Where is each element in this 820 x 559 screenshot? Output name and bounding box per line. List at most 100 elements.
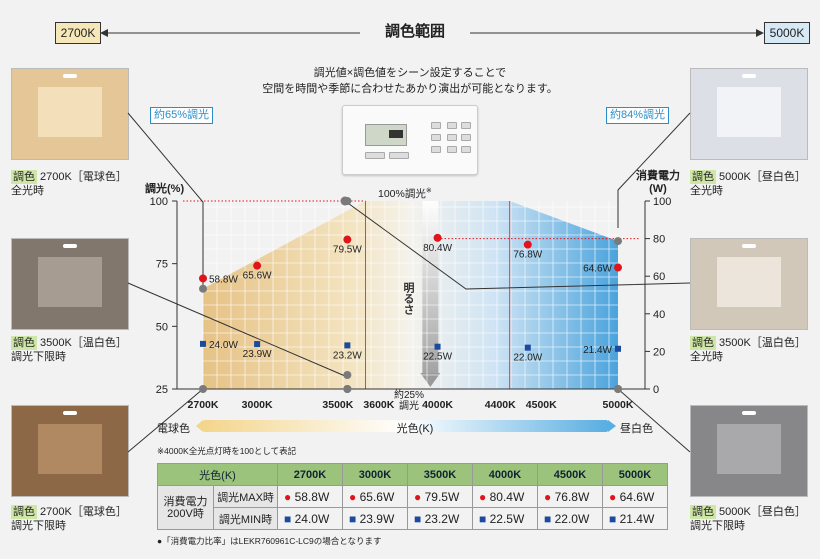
range-right-label: 5000K [764,22,810,44]
power-data-label: 24.0W [209,340,238,351]
power-data-label: 22.0W [513,353,542,364]
table-cell: ■ 24.0W [277,507,343,530]
full-dimming-mark: ※ [425,187,432,195]
power-data-label: 64.6W [583,264,612,275]
footnote-bottom: ●「消費電力比率」はLEKR760961C-LC9の場合となります [157,536,382,546]
room-caption-line2: 調光下限時 [690,520,745,532]
room-5000k-full-caption: 調色 5000K［昼白色］ 全光時 [690,170,806,198]
table-cell: ■ 23.2W [407,507,473,530]
table-cell: ● 64.6W [602,485,668,508]
room-5000k-min-image [690,405,808,497]
x-tick-label: 2700K [188,399,219,411]
min-power-point [254,341,261,348]
leader-2700k-min [127,388,204,453]
min-power-point [524,344,531,351]
state-marker-dot [614,237,622,246]
table-row-label-max: 調光MAX時 [213,485,278,508]
table-cell: ● 80.4W [472,485,538,508]
room-tag: 調色 [690,170,716,184]
power-data-label: 79.5W [333,245,362,256]
color-bar-center-label: 光色(K) [396,423,434,435]
max-power-point [614,263,622,272]
room-caption-line1: 5000K［昼白色］ [716,171,806,183]
x-tick-label: 4400K [485,399,516,411]
color-bar-left-label: 電球色 [157,423,190,435]
room-tag: 調色 [11,170,37,184]
table-col-header: 4000K [472,463,538,486]
min-dimming-line2: 調光 [399,401,419,412]
range-title: 調色範囲 [360,20,470,41]
y-tick-label-right: 80 [653,234,665,246]
table-col-header: 5000K [602,463,668,486]
max-power-point [343,235,352,244]
min-power-point [434,343,441,350]
room-3500k-min-caption: 調色 3500K［温白色］ 調光下限時 [11,336,127,364]
description: 調光値×調色値をシーン設定することで 空間を時間や季節に合わせたあかり演出が可能… [250,65,570,97]
table-row: 調光MIN時 ■ 24.0W ■ 23.9W ■ 23.2W ■ 22.5W ■… [158,507,668,530]
state-marker-dot [199,385,207,393]
state-marker-dot [199,284,207,293]
dimming-envelope-area [203,201,618,389]
y-tick-label-left: 100 [150,196,168,208]
leader-5000k-full [617,112,691,228]
footnote-top: ※4000K全光点灯時を100として表記 [157,446,297,456]
table-cell: ■ 23.9W [342,507,408,530]
power-data-label: 76.8W [513,250,542,261]
table-cell: ● 79.5W [407,485,473,508]
room-caption-line2: 調光下限時 [11,520,66,532]
y-tick-label-right: 40 [653,309,665,321]
x-tick-label: 3000K [242,399,273,411]
room-5000k-min-caption: 調色 5000K［昼白色］ 調光下限時 [690,505,806,533]
state-marker-dot [343,371,352,379]
brightness-arrow-icon [420,373,441,387]
table-cell: ■ 21.4W [602,507,668,530]
state-marker-dot [340,196,350,206]
description-line-1: 調光値×調色値をシーン設定することで [313,67,507,79]
state-marker-dot [343,385,352,393]
callout-65-percent: 約65%調光 [150,107,214,124]
callout-84-percent: 約84%調光 [606,107,670,124]
table-col-header: 3000K [342,463,408,486]
y-tick-label-left: 75 [156,259,168,271]
x-tick-label: 3600K [363,399,394,411]
x-tick-label: 4000K [422,399,453,411]
table-cell: ■ 22.0W [537,507,603,530]
y-tick-label-right: 60 [653,271,665,283]
color-bar-left-arrow-icon [196,420,203,432]
max-power-point [199,274,207,283]
color-bar-right-label: 昼白色 [620,423,653,435]
full-dimming-text: 100%調光 [378,188,426,200]
color-temperature-bar [203,420,608,432]
power-table: 光色(K) 2700K 3000K 3500K 4000K 4500K 5000… [157,463,668,530]
leader-2700k-full [127,112,204,289]
x-tick-label: 3500K [322,399,353,411]
leader-3500k-full [344,200,691,290]
x-tick-label: 4500K [526,399,557,411]
brightness-shaft [422,201,439,375]
table-cell: ● 65.6W [342,485,408,508]
wall-controller-icon [342,105,478,175]
room-caption-line2: 全光時 [690,351,723,363]
description-line-2: 空間を時間や季節に合わせたあかり演出が可能となります。 [262,83,558,95]
table-group-line2: 200V時 [167,507,204,520]
power-data-label: 23.2W [333,350,362,361]
min-power-point [200,340,206,347]
room-caption-line1: 2700K［電球色］ [37,506,127,518]
table-cell: ■ 22.5W [472,507,538,530]
table-cell: ● 58.8W [277,485,343,508]
room-tag: 調色 [11,336,37,350]
y-tick-label-right: 0 [653,384,659,396]
max-power-point [253,261,262,270]
x-tick-label: 5000K [603,399,634,411]
table-group-label: 消費電力 200V時 [157,485,214,530]
y-tick-label-right: 20 [653,346,665,358]
y-axis-left-title: 調光(%) [145,183,185,195]
room-caption-line2: 調光下限時 [11,351,66,363]
leader-3500k-min [127,282,346,377]
y-axis-right-title: 消費電力(W) [636,170,680,195]
room-2700k-min-caption: 調色 2700K［電球色］ 調光下限時 [11,505,127,533]
y-tick-label-left: 50 [156,321,168,333]
table-group-line1: 消費電力 [163,495,208,508]
min-dimming-label: 約25% 調光 [386,390,432,412]
